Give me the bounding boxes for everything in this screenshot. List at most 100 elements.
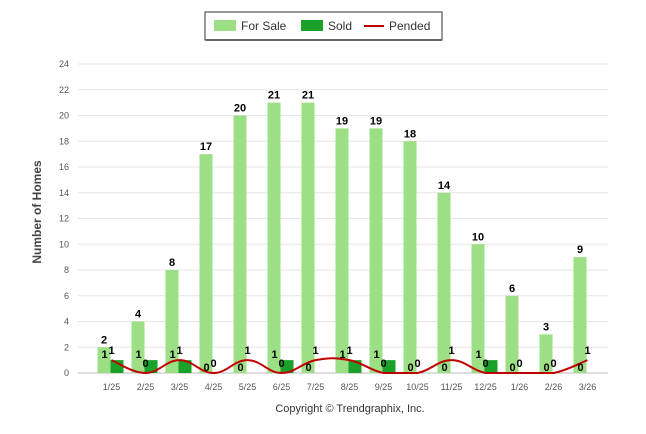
data-label-pended: 1 xyxy=(176,345,182,357)
data-label-pended: 0 xyxy=(380,358,386,370)
data-label-sold: 0 xyxy=(441,362,447,374)
y-tick-label: 12 xyxy=(59,214,69,224)
x-tick-label: 2/26 xyxy=(545,382,563,392)
y-tick-label: 2 xyxy=(64,342,69,352)
legend-swatch-for-sale xyxy=(214,20,236,31)
x-tick-label: 2/25 xyxy=(137,382,155,392)
x-tick-label: 3/25 xyxy=(171,382,189,392)
data-labels: 2141811702002112101911911801401016030901… xyxy=(101,90,591,374)
data-label-for-sale: 6 xyxy=(509,283,515,295)
data-label-sold: 0 xyxy=(203,362,209,374)
y-tick-label: 22 xyxy=(59,85,69,95)
x-tick-label: 5/25 xyxy=(239,382,257,392)
data-label-pended: 0 xyxy=(550,358,556,370)
y-tick-label: 18 xyxy=(59,136,69,146)
legend-box xyxy=(204,11,443,41)
data-label-pended: 1 xyxy=(244,345,250,357)
bar-for-sale xyxy=(403,141,417,373)
copyright-text: Copyright © Trendgraphix, Inc. xyxy=(275,403,424,415)
data-label-pended: 0 xyxy=(210,358,216,370)
x-axis-ticks: 1/25 2/25 3/25 4/25 5/25 6/25 7/25 8/25 9/25 10/2… xyxy=(103,382,597,392)
y-tick-label: 20 xyxy=(59,111,69,121)
legend-label-pended: Pended xyxy=(389,19,430,33)
legend-label-sold: Sold xyxy=(328,19,352,33)
bar-for-sale xyxy=(335,128,349,373)
bar-sold xyxy=(484,360,498,373)
x-tick-label: 8/25 xyxy=(341,382,359,392)
data-label-sold: 1 xyxy=(271,349,277,361)
x-tick-label: 11/25 xyxy=(441,382,463,392)
data-label-sold: 0 xyxy=(543,362,549,374)
x-tick-label: 4/25 xyxy=(205,382,223,392)
y-tick-label: 16 xyxy=(59,162,69,172)
data-label-sold: 0 xyxy=(305,362,311,374)
legend: For Sale Sold Pended xyxy=(204,11,443,41)
x-tick-label: 10/25 xyxy=(406,382,429,392)
data-label-for-sale: 3 xyxy=(543,321,549,333)
data-label-for-sale: 14 xyxy=(438,180,451,192)
data-label-for-sale: 19 xyxy=(336,115,348,127)
y-tick-label: 24 xyxy=(59,59,69,69)
pended-line xyxy=(111,357,588,375)
data-label-pended: 0 xyxy=(278,358,284,370)
bar-sold xyxy=(110,360,124,373)
y-tick-label: 14 xyxy=(59,188,69,198)
data-label-sold: 0 xyxy=(577,362,583,374)
y-tick-label: 6 xyxy=(64,291,69,301)
bar-for-sale xyxy=(369,128,383,373)
bar-for-sale xyxy=(301,102,315,373)
bar-sold xyxy=(144,360,158,373)
bar-for-sale xyxy=(573,257,587,373)
x-tick-label: 9/25 xyxy=(375,382,393,392)
data-label-for-sale: 20 xyxy=(234,103,246,115)
data-label-sold: 1 xyxy=(169,349,175,361)
data-label-sold: 0 xyxy=(509,362,515,374)
bar-for-sale xyxy=(97,347,111,373)
bar-for-sale xyxy=(131,321,145,373)
data-label-for-sale: 19 xyxy=(370,115,382,127)
data-label-pended: 1 xyxy=(108,345,114,357)
data-label-for-sale: 9 xyxy=(577,244,583,256)
data-label-pended: 0 xyxy=(414,358,420,370)
bar-for-sale xyxy=(471,244,485,373)
x-tick-label: 12/25 xyxy=(474,382,497,392)
bar-for-sale xyxy=(233,115,247,373)
x-tick-label: 1/25 xyxy=(103,382,121,392)
data-label-sold: 1 xyxy=(339,349,345,361)
bars xyxy=(97,102,587,373)
bar-for-sale xyxy=(267,102,281,373)
data-label-sold: 1 xyxy=(101,349,107,361)
data-label-sold: 0 xyxy=(237,362,243,374)
data-label-pended: 1 xyxy=(346,345,352,357)
data-label-for-sale: 2 xyxy=(101,334,107,346)
y-tick-label: 8 xyxy=(64,265,69,275)
y-tick-label: 10 xyxy=(59,239,69,249)
data-label-sold: 1 xyxy=(373,349,379,361)
data-label-pended: 1 xyxy=(448,345,454,357)
bar-sold xyxy=(178,360,192,373)
data-label-for-sale: 10 xyxy=(472,231,484,243)
bar-for-sale xyxy=(199,154,213,373)
x-tick-label: 3/26 xyxy=(579,382,597,392)
x-tick-label: 1/26 xyxy=(511,382,529,392)
legend-swatch-sold xyxy=(301,20,323,31)
y-tick-label: 4 xyxy=(64,317,69,327)
data-label-sold: 1 xyxy=(475,349,481,361)
bar-for-sale xyxy=(505,295,519,373)
y-axis-title: Number of Homes xyxy=(30,160,44,264)
data-label-sold: 0 xyxy=(407,362,413,374)
data-label-pended: 1 xyxy=(584,345,590,357)
data-label-for-sale: 21 xyxy=(302,90,314,102)
data-label-pended: 0 xyxy=(142,358,148,370)
legend-label-for-sale: For Sale xyxy=(241,19,287,33)
data-label-for-sale: 21 xyxy=(268,90,280,102)
data-label-sold: 1 xyxy=(135,349,141,361)
pended-line-layer xyxy=(111,357,588,375)
bar-for-sale xyxy=(165,270,179,373)
data-label-pended: 1 xyxy=(312,345,318,357)
data-label-for-sale: 8 xyxy=(169,257,175,269)
bar-sold xyxy=(382,360,396,373)
data-label-for-sale: 18 xyxy=(404,128,416,140)
data-label-pended: 0 xyxy=(516,358,522,370)
